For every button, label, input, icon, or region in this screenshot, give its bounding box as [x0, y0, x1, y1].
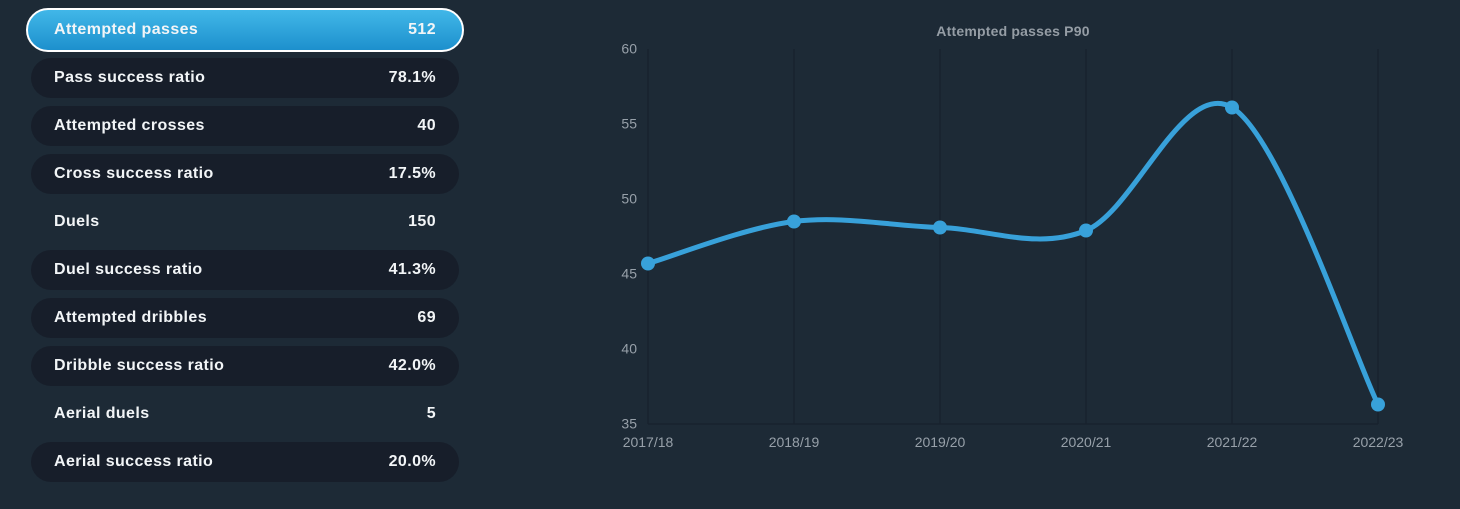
- stat-row-aerial-success-ratio[interactable]: Aerial success ratio 20.0%: [31, 442, 459, 482]
- stat-label: Cross success ratio: [54, 165, 214, 182]
- data-point-2018-19: [787, 214, 801, 229]
- stat-label: Duel success ratio: [54, 261, 203, 278]
- chart-gridlines: [647, 49, 1379, 424]
- stat-label: Attempted passes: [54, 21, 199, 38]
- x-tick-label: 2022/23: [1353, 434, 1404, 450]
- chart-title: Attempted passes P90: [936, 23, 1089, 39]
- chart-y-tick-labels: 35 40 45 50 55 60: [621, 41, 637, 432]
- stat-label: Dribble success ratio: [54, 357, 225, 374]
- stat-value: 20.0%: [388, 453, 436, 470]
- stat-row-cross-success-ratio[interactable]: Cross success ratio 17.5%: [31, 154, 459, 194]
- stat-label: Attempted crosses: [54, 117, 205, 134]
- y-tick-label: 60: [621, 41, 637, 57]
- stat-row-attempted-crosses[interactable]: Attempted crosses 40: [31, 106, 459, 146]
- data-point-2019-20: [933, 220, 947, 235]
- stat-value: 69: [417, 309, 436, 326]
- data-point-2021-22: [1225, 100, 1239, 115]
- series-line: [645, 101, 1381, 407]
- data-point-2020-21: [1079, 223, 1093, 238]
- stat-row-duels[interactable]: Duels 150: [31, 202, 459, 242]
- stat-value: 42.0%: [388, 357, 436, 374]
- stat-value: 40: [417, 117, 436, 134]
- y-tick-label: 45: [621, 266, 637, 282]
- stat-value: 17.5%: [388, 165, 436, 182]
- data-point-2017-18: [641, 256, 655, 271]
- stat-value: 512: [408, 21, 436, 38]
- y-tick-label: 55: [621, 116, 637, 132]
- y-tick-label: 40: [621, 341, 637, 357]
- chart-series: [641, 100, 1385, 412]
- x-tick-label: 2018/19: [769, 434, 820, 450]
- y-tick-label: 35: [621, 416, 637, 432]
- data-point-2022-23: [1371, 397, 1385, 412]
- stat-row-attempted-dribbles[interactable]: Attempted dribbles 69: [31, 298, 459, 338]
- stat-label: Aerial success ratio: [54, 453, 214, 470]
- stat-row-dribble-success-ratio[interactable]: Dribble success ratio 42.0%: [31, 346, 459, 386]
- x-tick-label: 2020/21: [1061, 434, 1112, 450]
- stat-row-attempted-passes[interactable]: Attempted passes 512: [26, 8, 464, 52]
- x-tick-label: 2017/18: [623, 434, 674, 450]
- stat-row-duel-success-ratio[interactable]: Duel success ratio 41.3%: [31, 250, 459, 290]
- stat-label: Pass success ratio: [54, 69, 206, 86]
- y-tick-label: 50: [621, 191, 637, 207]
- chart-x-tick-labels: 2017/18 2018/19 2019/20 2020/21 2021/22 2022/…: [623, 434, 1404, 450]
- stat-row-pass-success-ratio[interactable]: Pass success ratio 78.1%: [31, 58, 459, 98]
- stat-label: Aerial duels: [54, 405, 150, 422]
- stat-value: 41.3%: [388, 261, 436, 278]
- stat-label: Duels: [54, 213, 100, 230]
- stat-value: 150: [408, 213, 436, 230]
- x-tick-label: 2021/22: [1207, 434, 1258, 450]
- stat-label: Attempted dribbles: [54, 309, 207, 326]
- stat-value: 5: [426, 405, 436, 422]
- x-tick-label: 2019/20: [915, 434, 966, 450]
- stat-row-aerial-duels[interactable]: Aerial duels 5: [31, 394, 459, 434]
- stat-value: 78.1%: [388, 69, 436, 86]
- stats-list: Attempted passes 512 Pass success ratio 78.…: [26, 8, 464, 490]
